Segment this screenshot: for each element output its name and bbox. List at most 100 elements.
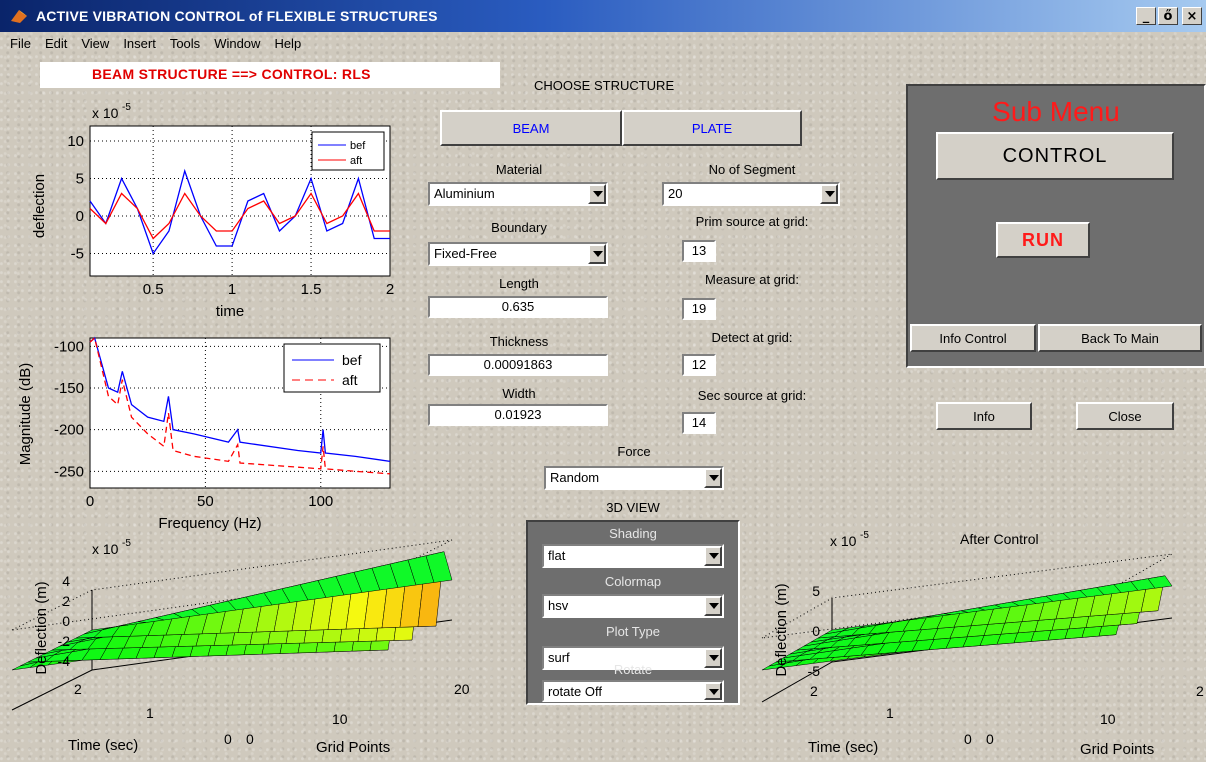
surf2-ylabel: Grid Points xyxy=(1080,741,1154,758)
maximize-button[interactable]: ő xyxy=(1158,7,1178,25)
y-tick-label: -5 xyxy=(71,246,84,263)
surf1-zlabel: Deflection (m) xyxy=(33,581,50,674)
menu-insert[interactable]: Insert xyxy=(123,36,156,51)
surf2-gridtick-2: 2 xyxy=(1196,683,1204,699)
chevron-down-icon[interactable] xyxy=(588,184,606,204)
surf1-ztick-3: -2 xyxy=(58,633,71,649)
surface-patch xyxy=(425,551,453,583)
info-button[interactable]: Info xyxy=(936,402,1032,430)
chart2-series xyxy=(89,336,391,475)
shading-label: Shading xyxy=(609,526,657,541)
surf2-ztick-1: 0 xyxy=(812,623,820,639)
surf2-timetick-1: 1 xyxy=(886,705,894,721)
width-field[interactable]: 0.01923 xyxy=(428,404,608,426)
choose-structure-heading: CHOOSE STRUCTURE xyxy=(534,78,675,93)
view3d-heading: 3D VIEW xyxy=(606,500,660,515)
shading-select[interactable]: flat xyxy=(542,544,724,568)
control-button[interactable]: CONTROL xyxy=(936,132,1174,180)
x-tick-label: 1.5 xyxy=(301,281,322,298)
segments-label: No of Segment xyxy=(708,162,796,177)
surf1-ztick-0: 4 xyxy=(62,573,70,589)
surf1-xlabel: Time (sec) xyxy=(68,737,138,754)
rotate-select[interactable]: rotate Off xyxy=(542,680,724,702)
menu-bar: File Edit View Insert Tools Window Help xyxy=(10,34,315,54)
menu-window[interactable]: Window xyxy=(214,36,261,51)
menu-tools[interactable]: Tools xyxy=(169,36,201,51)
boundary-value: Fixed-Free xyxy=(434,246,497,261)
menu-view[interactable]: View xyxy=(81,36,110,51)
x-tick-label: 1 xyxy=(228,281,236,298)
surf2-ztick-0: 5 xyxy=(812,583,820,599)
surf2-zlabel: Deflection (m) xyxy=(773,583,790,676)
rotate-value: rotate Off xyxy=(548,684,602,699)
surf2-surface xyxy=(761,553,1173,703)
thickness-field[interactable]: 0.00091863 xyxy=(428,354,608,376)
x-tick-label: 2 xyxy=(386,281,394,298)
close-window-button[interactable]: × xyxy=(1182,7,1202,25)
x-tick-label: 0.5 xyxy=(143,281,164,298)
length-field[interactable]: 0.635 xyxy=(428,296,608,318)
chart1-xlabel: time xyxy=(216,303,244,320)
surf1-timetick-0: 2 xyxy=(74,681,82,697)
detect-field[interactable]: 12 xyxy=(682,354,716,376)
beam-button[interactable]: BEAM xyxy=(440,110,622,146)
surf1-ztick-4: -4 xyxy=(58,653,71,669)
material-select[interactable]: Aluminium xyxy=(428,182,608,206)
close-button[interactable]: Close xyxy=(1076,402,1174,430)
x-tick-label: 0 xyxy=(86,493,94,510)
plate-button[interactable]: PLATE xyxy=(622,110,802,146)
menu-help[interactable]: Help xyxy=(274,36,302,51)
status-text: BEAM STRUCTURE ==> CONTROL: RLS xyxy=(92,66,371,82)
chevron-down-icon[interactable] xyxy=(704,682,722,700)
chevron-down-icon[interactable] xyxy=(704,648,722,668)
menu-edit[interactable]: Edit xyxy=(44,36,68,51)
surf2-ztick-2: -5 xyxy=(808,663,821,679)
view3d-panel: Shading flat Colormap hsv Plot Type surf… xyxy=(526,520,740,705)
surf2-xlabel: Time (sec) xyxy=(808,739,878,756)
info-control-button[interactable]: Info Control xyxy=(910,324,1036,352)
y-tick-label: -200 xyxy=(54,422,84,439)
chevron-down-icon[interactable] xyxy=(704,468,722,488)
colormap-select[interactable]: hsv xyxy=(542,594,724,618)
chevron-down-icon[interactable] xyxy=(704,596,722,616)
chart1-ticks: 0.5 1 1.5 2 10 5 0 -5 xyxy=(67,133,394,298)
sec-source-field[interactable]: 14 xyxy=(682,412,716,434)
chart2-legend xyxy=(283,343,381,393)
submenu-panel: Sub Menu CONTROL RUN Info Control Back T… xyxy=(906,84,1206,368)
chart1-exponent: x 10 xyxy=(92,105,119,121)
material-value: Aluminium xyxy=(434,186,495,201)
series-line-aft xyxy=(89,192,390,240)
y-tick-label: -250 xyxy=(54,463,84,480)
chart2-ylabel: Magnitude (dB) xyxy=(17,363,34,466)
y-tick-label: 0 xyxy=(76,208,84,225)
chart2-ticks: 0 50 100 -100 -150 -200 -250 xyxy=(54,338,333,510)
chevron-down-icon[interactable] xyxy=(704,546,722,566)
menu-file[interactable]: File xyxy=(10,36,31,51)
thickness-label: Thickness xyxy=(489,334,549,349)
run-button[interactable]: RUN xyxy=(996,222,1090,258)
measure-field[interactable]: 19 xyxy=(682,298,716,320)
minimize-button[interactable]: _ xyxy=(1136,7,1156,25)
chevron-down-icon[interactable] xyxy=(588,244,606,264)
y-tick-label: -100 xyxy=(54,338,84,355)
colormap-label: Colormap xyxy=(604,574,662,589)
chevron-down-icon[interactable] xyxy=(820,184,838,204)
rotate-label: Rotate xyxy=(613,662,653,677)
surf1-surface xyxy=(11,539,453,711)
prim-source-field[interactable]: 13 xyxy=(682,240,716,262)
force-select[interactable]: Random xyxy=(544,466,724,490)
surf2-exponent: x 10 xyxy=(830,533,857,549)
boundary-select[interactable]: Fixed-Free xyxy=(428,242,608,266)
surf2-timetick-0: 2 xyxy=(810,683,818,699)
chart1-legend-aft: aft xyxy=(350,155,362,167)
surface-patch xyxy=(1147,575,1173,589)
segments-select[interactable]: 20 xyxy=(662,182,840,206)
plottype-select[interactable]: surf xyxy=(542,646,724,670)
surf2-exponent-power: -5 xyxy=(860,530,869,541)
surf1-timetick-1: 1 xyxy=(146,705,154,721)
surf1-exponent: x 10 xyxy=(92,541,119,557)
back-to-main-button[interactable]: Back To Main xyxy=(1038,324,1202,352)
series-line-bef xyxy=(89,168,390,255)
y-tick-label: 10 xyxy=(67,133,84,150)
sec-source-label: Sec source at grid: xyxy=(697,388,807,403)
